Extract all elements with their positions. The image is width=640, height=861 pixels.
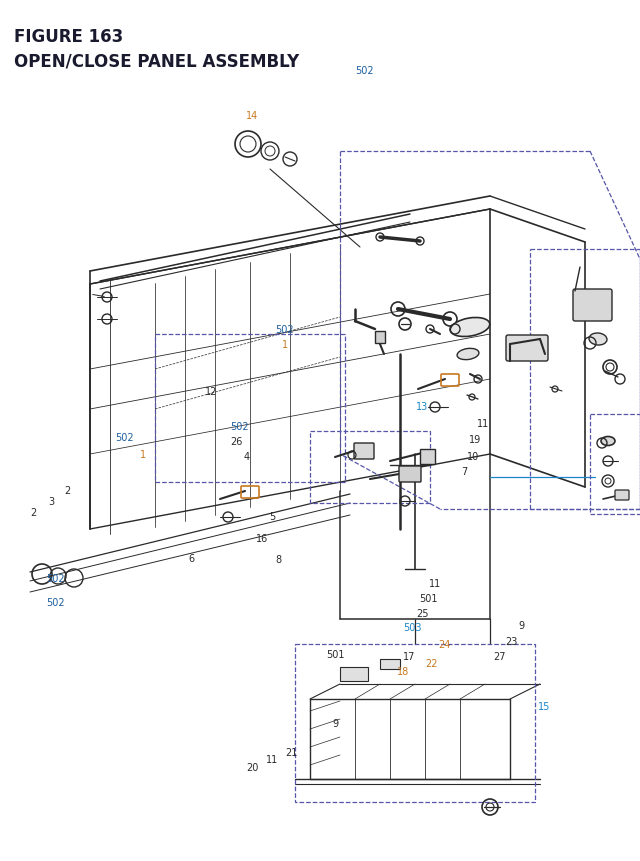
Text: 23: 23 bbox=[506, 636, 518, 647]
FancyBboxPatch shape bbox=[354, 443, 374, 460]
Bar bbox=[420, 449, 435, 464]
Ellipse shape bbox=[457, 349, 479, 360]
Text: 9: 9 bbox=[518, 620, 525, 630]
FancyBboxPatch shape bbox=[506, 336, 548, 362]
Text: 12: 12 bbox=[205, 387, 217, 397]
Text: 4: 4 bbox=[243, 451, 250, 461]
Text: 2: 2 bbox=[64, 486, 70, 496]
Text: 502: 502 bbox=[230, 421, 249, 431]
Text: 503: 503 bbox=[403, 622, 422, 632]
Text: 9: 9 bbox=[333, 718, 339, 728]
Bar bbox=[590, 414, 640, 514]
Text: 501: 501 bbox=[326, 649, 345, 660]
Text: FIGURE 163: FIGURE 163 bbox=[14, 28, 124, 46]
Text: 11: 11 bbox=[429, 579, 441, 589]
Text: 502: 502 bbox=[115, 432, 134, 443]
Text: 2: 2 bbox=[31, 507, 37, 517]
Text: 21: 21 bbox=[285, 746, 297, 757]
Ellipse shape bbox=[601, 437, 615, 446]
Text: 17: 17 bbox=[403, 651, 415, 661]
FancyBboxPatch shape bbox=[573, 289, 612, 322]
FancyBboxPatch shape bbox=[615, 491, 629, 500]
Bar bbox=[380, 660, 400, 669]
Ellipse shape bbox=[589, 333, 607, 345]
Text: 26: 26 bbox=[230, 437, 243, 447]
Text: 1: 1 bbox=[282, 339, 288, 350]
Text: 13: 13 bbox=[416, 401, 428, 412]
Text: 27: 27 bbox=[493, 651, 506, 661]
Text: 3: 3 bbox=[48, 496, 54, 506]
Text: 16: 16 bbox=[256, 533, 268, 543]
Text: 502: 502 bbox=[355, 65, 374, 76]
Text: 7: 7 bbox=[461, 467, 467, 477]
Text: 502: 502 bbox=[275, 325, 294, 335]
Text: 1: 1 bbox=[140, 449, 146, 460]
Text: 10: 10 bbox=[467, 451, 479, 461]
Text: 501: 501 bbox=[419, 593, 438, 604]
Text: 18: 18 bbox=[397, 666, 409, 677]
Bar bbox=[340, 667, 368, 681]
Text: 14: 14 bbox=[246, 111, 259, 121]
FancyBboxPatch shape bbox=[399, 467, 421, 482]
Text: 5: 5 bbox=[269, 511, 275, 522]
Text: 11: 11 bbox=[477, 418, 489, 429]
Bar bbox=[310, 431, 430, 504]
Bar bbox=[155, 335, 345, 482]
Bar bbox=[375, 331, 385, 344]
Text: 25: 25 bbox=[416, 608, 429, 618]
Text: 8: 8 bbox=[275, 554, 282, 565]
Bar bbox=[295, 644, 535, 802]
Text: 19: 19 bbox=[468, 434, 481, 444]
Text: 20: 20 bbox=[246, 762, 259, 772]
Ellipse shape bbox=[451, 318, 490, 338]
Text: 6: 6 bbox=[189, 553, 195, 563]
Text: OPEN/CLOSE PANEL ASSEMBLY: OPEN/CLOSE PANEL ASSEMBLY bbox=[14, 52, 300, 70]
Text: 24: 24 bbox=[438, 639, 451, 649]
Text: 22: 22 bbox=[426, 658, 438, 668]
Text: 502: 502 bbox=[46, 598, 65, 608]
Text: 11: 11 bbox=[266, 754, 278, 765]
Text: 502: 502 bbox=[46, 573, 65, 584]
Text: 15: 15 bbox=[538, 701, 550, 711]
